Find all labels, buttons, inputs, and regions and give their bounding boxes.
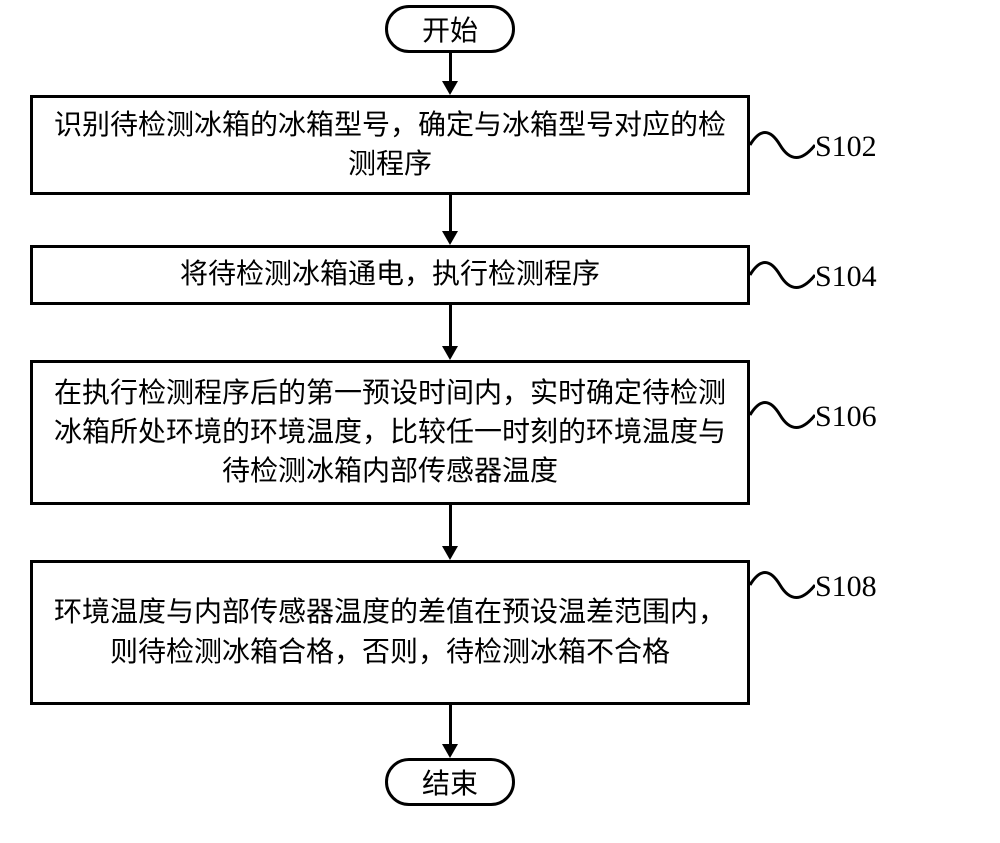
arrow-4 — [449, 505, 452, 548]
label-s104: S104 — [815, 260, 877, 294]
wave-s106 — [750, 395, 815, 440]
label-s106: S106 — [815, 400, 877, 434]
step4-text: 环境温度与内部传感器温度的差值在预设温差范围内，则待检测冰箱合格，否则，待检测冰… — [48, 593, 732, 671]
process-step1: 识别待检测冰箱的冰箱型号，确定与冰箱型号对应的检测程序 — [30, 95, 750, 195]
arrow-5 — [449, 705, 452, 746]
end-terminal: 结束 — [385, 758, 515, 806]
wave-s102 — [750, 125, 815, 170]
process-step4: 环境温度与内部传感器温度的差值在预设温差范围内，则待检测冰箱合格，否则，待检测冰… — [30, 560, 750, 705]
flowchart-container: 开始 识别待检测冰箱的冰箱型号，确定与冰箱型号对应的检测程序 S102 将待检测… — [0, 0, 1000, 843]
label-s102: S102 — [815, 130, 877, 164]
arrow-head-4 — [442, 546, 458, 560]
arrow-2 — [449, 195, 452, 233]
arrow-head-2 — [442, 231, 458, 245]
label-s108: S108 — [815, 570, 877, 604]
arrow-1 — [449, 53, 452, 83]
start-text: 开始 — [422, 9, 478, 49]
wave-s108 — [750, 565, 815, 610]
arrow-3 — [449, 305, 452, 348]
arrow-head-1 — [442, 81, 458, 95]
process-step2: 将待检测冰箱通电，执行检测程序 — [30, 245, 750, 305]
step2-text: 将待检测冰箱通电，执行检测程序 — [180, 255, 600, 294]
process-step3: 在执行检测程序后的第一预设时间内，实时确定待检测冰箱所处环境的环境温度，比较任一… — [30, 360, 750, 505]
arrow-head-5 — [442, 744, 458, 758]
step3-text: 在执行检测程序后的第一预设时间内，实时确定待检测冰箱所处环境的环境温度，比较任一… — [48, 374, 732, 492]
start-terminal: 开始 — [385, 5, 515, 53]
arrow-head-3 — [442, 346, 458, 360]
end-text: 结束 — [422, 762, 478, 802]
step1-text: 识别待检测冰箱的冰箱型号，确定与冰箱型号对应的检测程序 — [48, 106, 732, 184]
wave-s104 — [750, 255, 815, 300]
